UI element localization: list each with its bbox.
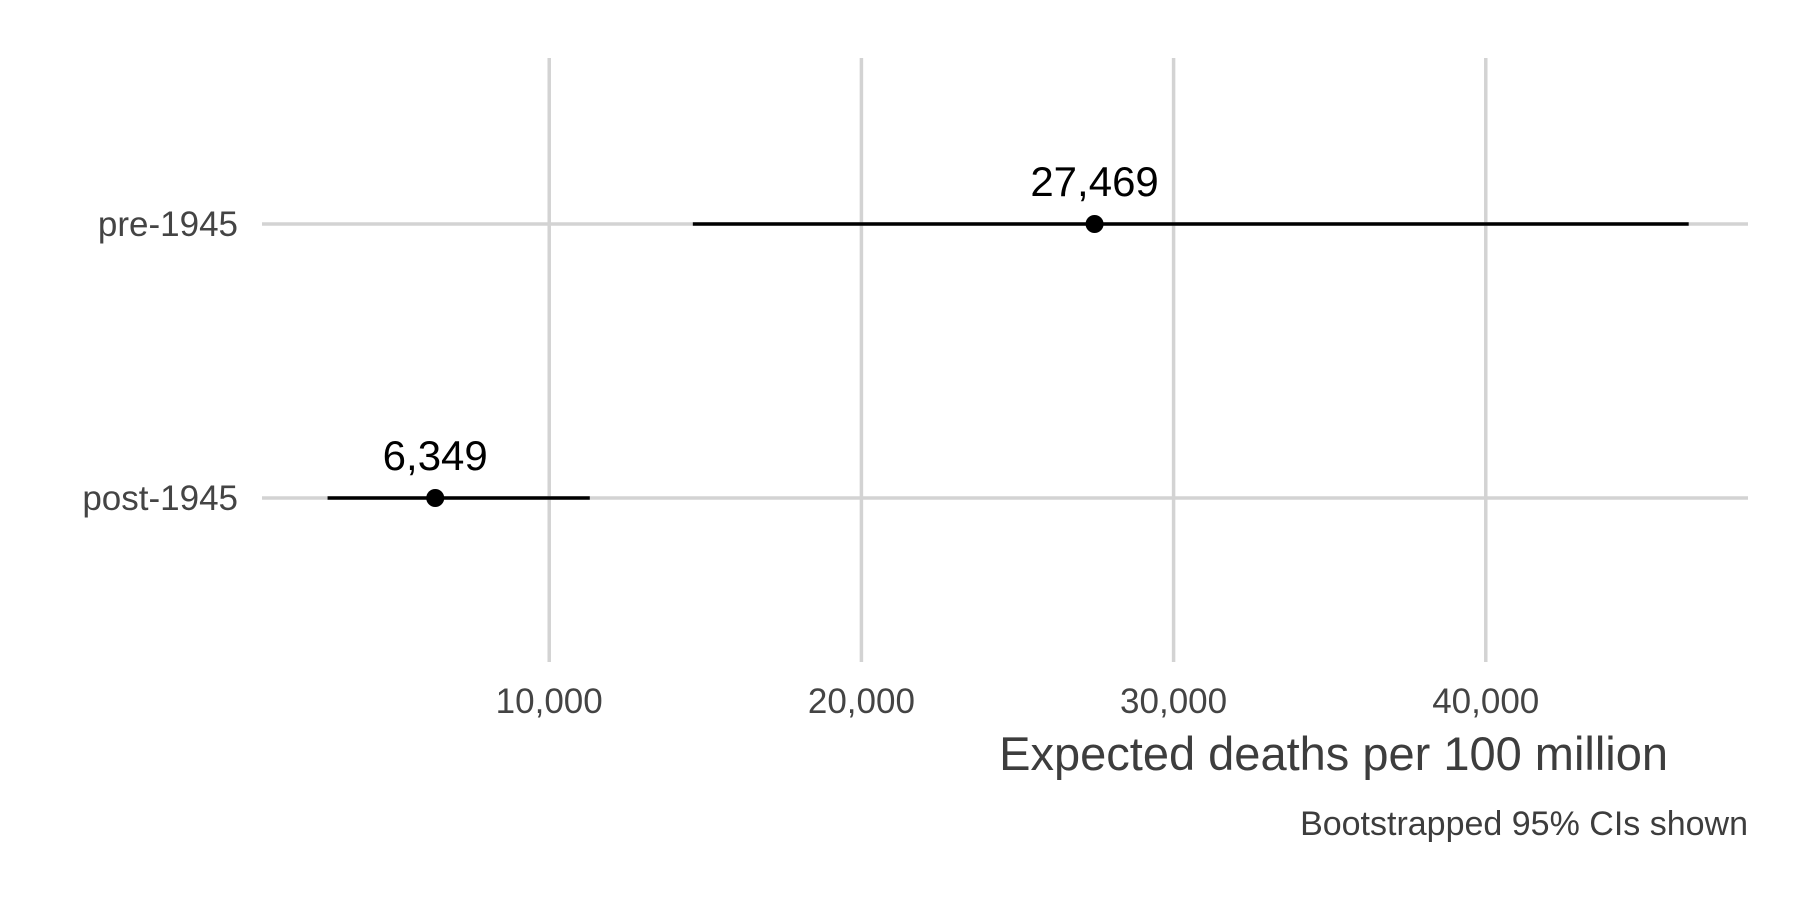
gridlines bbox=[262, 58, 1748, 662]
estimate-value-label: 6,349 bbox=[383, 432, 488, 479]
y-tick-label: post-1945 bbox=[82, 479, 238, 518]
labels: 10,000 20,000 30,000 40,000 pre-1945 post-194… bbox=[82, 158, 1539, 721]
y-tick-label: pre-1945 bbox=[98, 205, 238, 244]
estimate-point bbox=[1085, 215, 1104, 233]
x-tick-label: 10,000 bbox=[496, 682, 603, 721]
interval-marks bbox=[327, 215, 1689, 507]
estimate-value-label: 27,469 bbox=[1030, 158, 1158, 205]
estimate-point bbox=[426, 489, 445, 507]
x-tick-label: 20,000 bbox=[808, 682, 915, 721]
chart-caption: Bootstrapped 95% CIs shown bbox=[1300, 805, 1748, 843]
x-tick-label: 30,000 bbox=[1120, 682, 1227, 721]
x-axis-title: Expected deaths per 100 million bbox=[999, 727, 1668, 780]
x-tick-label: 40,000 bbox=[1432, 682, 1539, 721]
